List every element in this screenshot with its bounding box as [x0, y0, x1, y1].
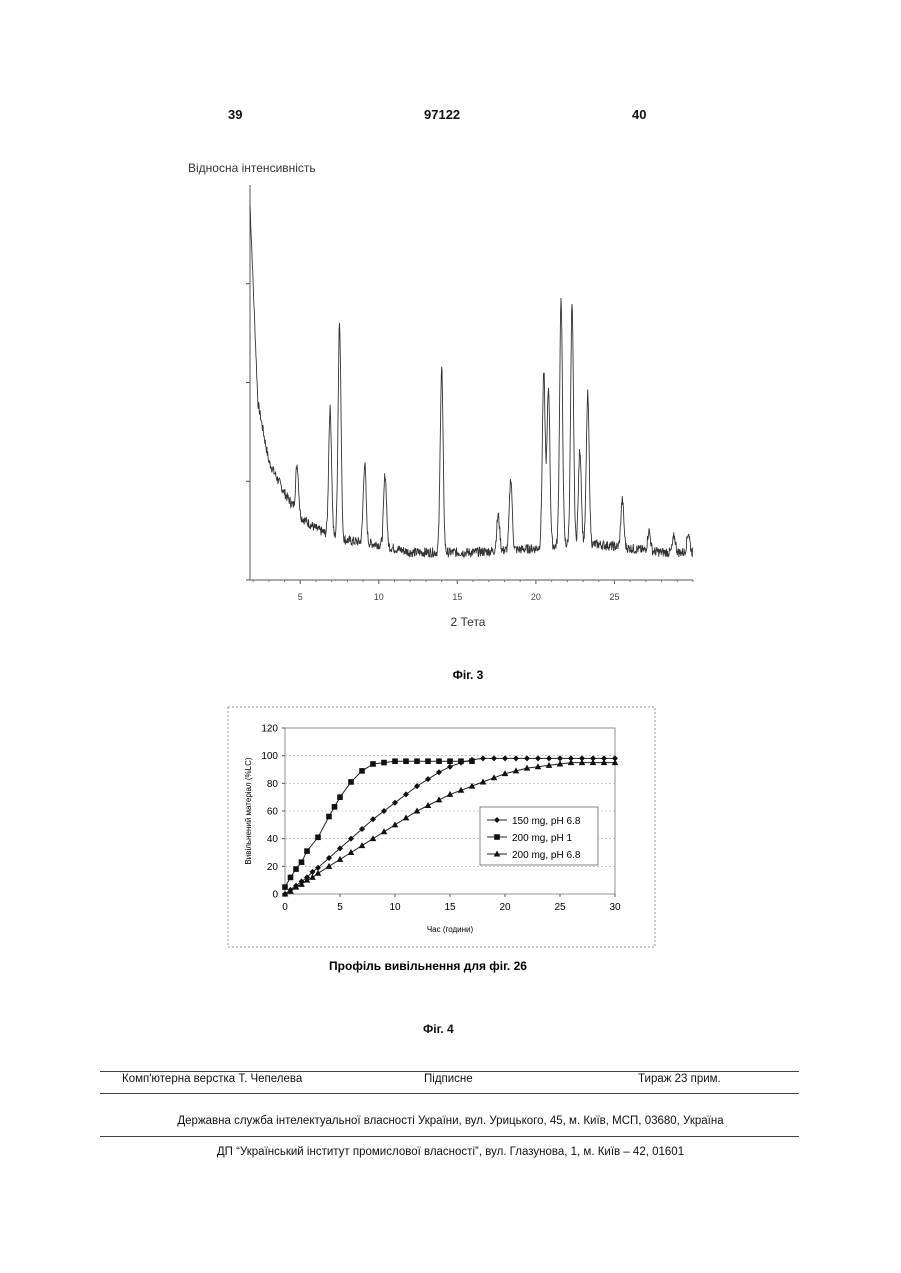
fig4-x-tick-label: 5: [337, 902, 343, 913]
fig4-x-tick-label: 0: [282, 902, 288, 913]
fig4-point-square: [425, 758, 431, 764]
fig3-diffraction-trace: [250, 205, 693, 558]
fig4-y-tick-label: 20: [267, 862, 279, 873]
footer-divider-1: [100, 1071, 799, 1072]
fig4-point-square: [348, 779, 354, 785]
fig4-title: Профіль вивільнення для фіг. 26: [329, 959, 527, 973]
fig4-y-tick-label: 0: [272, 890, 278, 901]
fig4-point-square: [288, 875, 294, 881]
fig4-point-square: [332, 804, 338, 810]
fig4-point-square: [304, 848, 310, 854]
fig4-y-ticks: 0 20 40 60 80 100 120: [261, 724, 285, 901]
footer-agency: Державна служба інтелектуальної власност…: [0, 1115, 901, 1127]
fig4-point-square: [469, 758, 475, 764]
fig4-legend-label: 200 mg, pH 1: [512, 833, 572, 844]
fig4-point-square: [392, 758, 398, 764]
fig4-point-square: [315, 834, 321, 840]
fig4-point-square: [282, 884, 288, 890]
fig3-caption: Фіг. 3: [453, 668, 484, 682]
fig4-point-square: [299, 859, 305, 865]
fig4-x-ticks: 0 5 10 15 20 25 30: [282, 894, 621, 913]
fig4-legend-label: 200 mg, pH 6.8: [512, 850, 581, 861]
fig4-point-square: [458, 758, 464, 764]
fig3-y-ticks: [246, 284, 250, 580]
figure-3-chart: Відносна інтенсивність 510152025 2 Тета …: [0, 0, 901, 700]
footer-institute: ДП “Український інститут промислової вла…: [0, 1146, 901, 1158]
fig4-y-tick-label: 60: [267, 807, 279, 818]
footer-divider-3: [100, 1136, 799, 1137]
fig3-x-tick-label: 5: [298, 592, 303, 602]
fig3-x-ticks: 5 10 15 20 25: [253, 580, 693, 602]
fig4-y-tick-label: 40: [267, 834, 279, 845]
fig4-ylabel: Вивільнений матеріал (%LC): [244, 757, 253, 864]
fig4-legend-label: 150 mg, pH 6.8: [512, 816, 581, 827]
fig4-point-square: [370, 761, 376, 767]
fig4-point-square: [293, 866, 299, 872]
fig4-legend: 150 mg, pH 6.8 200 mg, pH 1 200 mg, pH 6.8: [480, 807, 598, 865]
fig4-point-square: [337, 794, 343, 800]
footer-circulation: Тираж 23 прим.: [638, 1073, 721, 1085]
fig4-point-square: [326, 814, 332, 820]
fig4-xlabel: Час (години): [427, 925, 474, 934]
fig4-y-tick-label: 80: [267, 779, 279, 790]
fig4-point-square: [359, 768, 365, 774]
fig4-y-tick-label: 120: [261, 724, 278, 735]
figure-4-chart: 0 20 40 60 80 100 120 0 5 10 15 20 25 30 Вивільнений…: [0, 700, 901, 1000]
fig3-x-tick-label: 15: [452, 592, 462, 602]
fig4-point-square: [414, 758, 420, 764]
fig4-point-square: [403, 758, 409, 764]
fig4-x-tick-label: 25: [554, 902, 566, 913]
fig3-x-tick-label: 25: [609, 592, 619, 602]
fig4-point-square: [381, 760, 387, 766]
fig4-point-square: [494, 834, 500, 840]
fig3-ylabel: Відносна інтенсивність: [188, 161, 316, 175]
fig4-point-square: [447, 758, 453, 764]
fig4-y-tick-label: 100: [261, 751, 278, 762]
fig4-x-tick-label: 30: [609, 902, 621, 913]
fig4-x-tick-label: 15: [444, 902, 456, 913]
fig4-x-tick-label: 10: [389, 902, 401, 913]
fig3-x-tick-label: 20: [531, 592, 541, 602]
fig4-point-square: [436, 758, 442, 764]
fig4-caption: Фіг. 4: [423, 1022, 454, 1036]
footer-divider-2: [100, 1093, 799, 1094]
fig4-x-tick-label: 20: [499, 902, 511, 913]
fig3-x-tick-label: 10: [374, 592, 384, 602]
footer-signed: Підписне: [424, 1073, 473, 1085]
fig3-xlabel: 2 Тета: [451, 615, 486, 629]
footer-typesetter: Комп'ютерна верстка Т. Чепелева: [122, 1073, 302, 1085]
